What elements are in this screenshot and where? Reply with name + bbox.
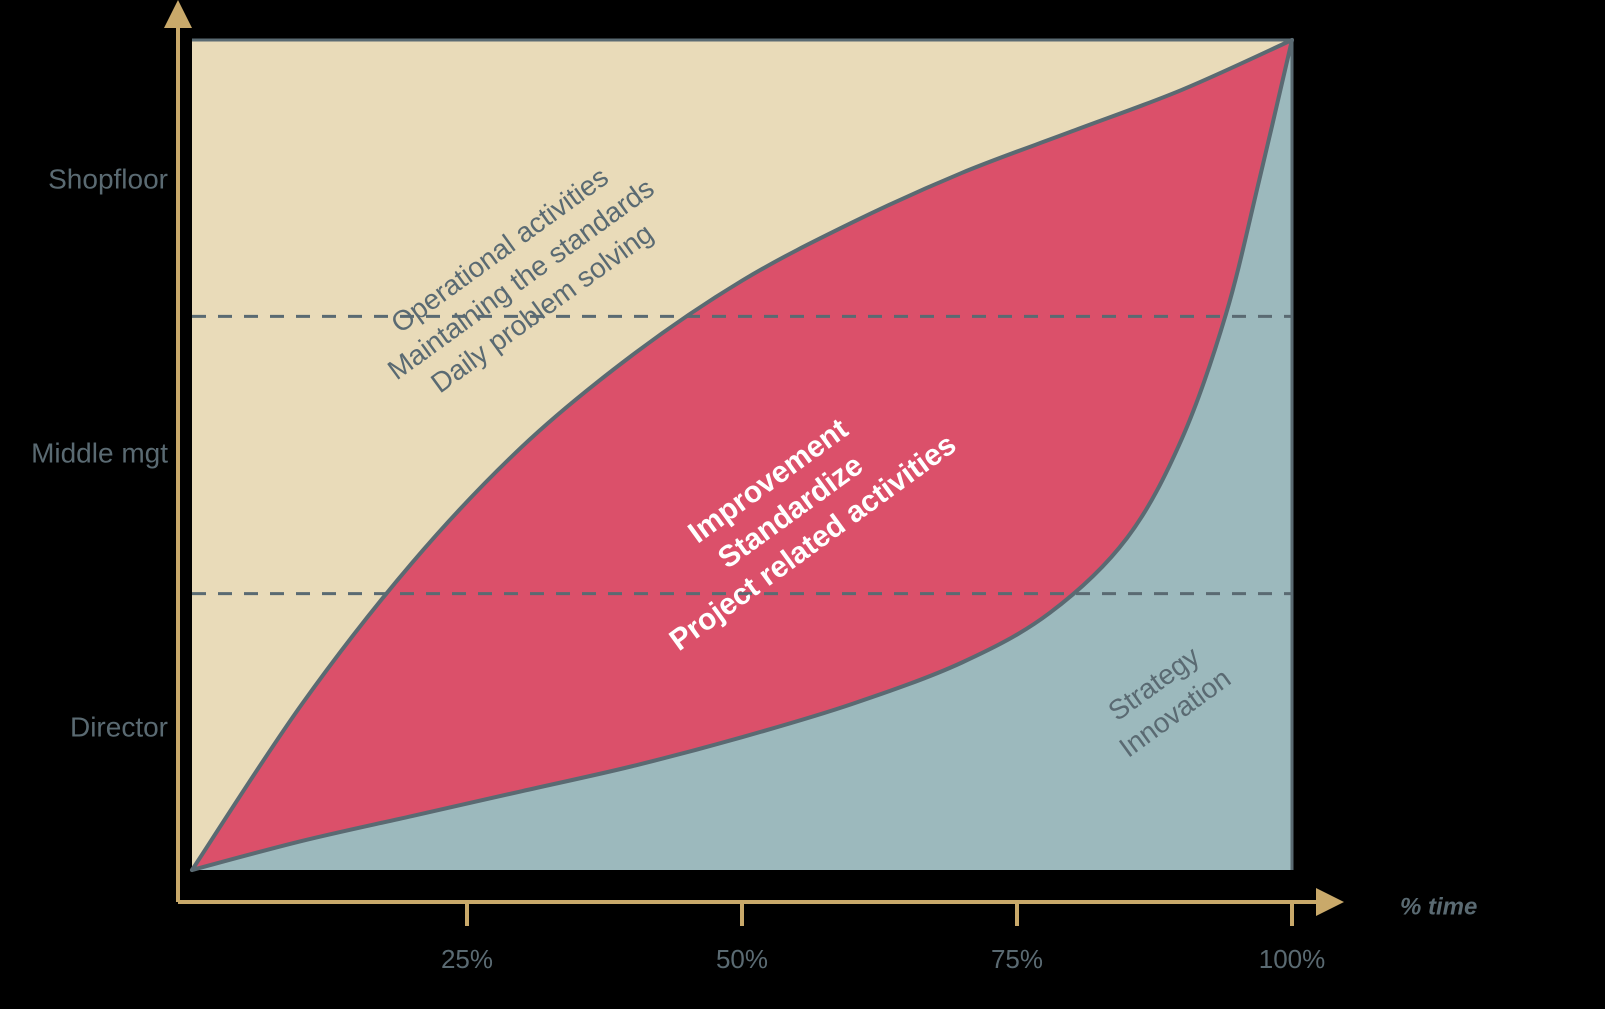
chart-stage: Operational activitiesMaintaining the st… <box>0 0 1605 1009</box>
x-tick-label-3: 100% <box>1259 944 1326 974</box>
x-tick-label-0: 25% <box>441 944 493 974</box>
chart-svg: Operational activitiesMaintaining the st… <box>0 0 1605 1009</box>
y-category-label-2: Director <box>70 711 168 742</box>
x-tick-label-1: 50% <box>716 944 768 974</box>
x-tick-label-2: 75% <box>991 944 1043 974</box>
x-axis-label: % time <box>1400 893 1477 920</box>
y-category-label-1: Middle mgt <box>31 437 168 468</box>
y-category-label-0: Shopfloor <box>48 163 168 194</box>
